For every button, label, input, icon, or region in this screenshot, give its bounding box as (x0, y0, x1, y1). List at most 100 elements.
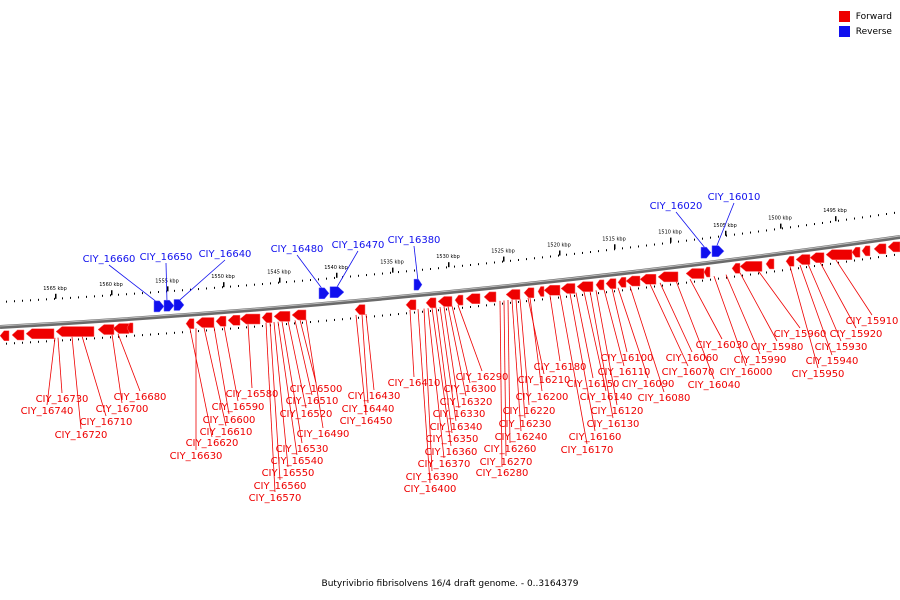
tick-minor-lower (870, 257, 871, 260)
tick-label: 1560 kbp (99, 282, 123, 288)
tick-minor-upper (262, 283, 263, 286)
forward-gene-arrow (523, 287, 535, 299)
tick-minor-upper (198, 288, 199, 291)
tick-major (448, 262, 450, 268)
tick-minor-upper (470, 263, 471, 266)
forward-gene-label: CIY_16520 (280, 409, 333, 420)
forward-gene-label: CIY_16180 (534, 362, 587, 373)
tick-minor-upper (694, 238, 695, 241)
leader-line (71, 336, 82, 430)
leader-line (273, 322, 289, 468)
genome-backbone (0, 235, 900, 329)
reverse-gene-arrow (711, 245, 725, 257)
tick-minor-upper (766, 229, 767, 232)
tick-minor-lower (38, 340, 39, 343)
tick-minor-lower (734, 275, 735, 278)
forward-gene-label: CIY_16090 (622, 379, 675, 390)
tick-minor-upper (110, 294, 111, 297)
tick-minor-upper (422, 268, 423, 271)
forward-gene-arrow (576, 281, 594, 292)
forward-gene-label: CIY_16570 (249, 493, 302, 504)
leader-line (247, 324, 253, 389)
tick-minor-upper (390, 271, 391, 274)
forward-gene-arrow (739, 261, 763, 272)
forward-gene-arrow (227, 315, 241, 326)
leader-line (807, 263, 842, 342)
leader-line (335, 250, 359, 289)
tick-minor-upper (510, 259, 511, 262)
forward-gene-label: CIY_16290 (456, 372, 509, 383)
forward-gene-label: CIY_16170 (561, 445, 614, 456)
tick-minor-lower (846, 260, 847, 263)
tick-minor-upper (14, 300, 15, 303)
leader-line (819, 262, 857, 329)
leader-line (365, 314, 375, 391)
tick-minor-lower (894, 253, 895, 256)
tick-minor-lower (646, 286, 647, 289)
tick-minor-lower (758, 272, 759, 275)
forward-gene-label: CIY_16110 (598, 367, 651, 378)
forward-gene-arrow (809, 252, 825, 263)
tick-minor-upper (862, 216, 863, 219)
tick-minor-upper (102, 294, 103, 297)
tick-major (559, 250, 561, 256)
tick-minor-lower (662, 284, 663, 287)
tick-minor-upper (878, 214, 879, 217)
tick-minor-lower (718, 277, 719, 280)
tick-minor-upper (582, 251, 583, 254)
forward-gene-label: CIY_16350 (426, 434, 479, 445)
leader-line (549, 295, 561, 362)
leader-line (447, 306, 467, 397)
forward-gene-label: CIY_16430 (348, 391, 401, 402)
tick-minor-upper (222, 286, 223, 289)
tick-minor-upper (750, 231, 751, 234)
tick-minor-upper (94, 295, 95, 298)
leader-line (515, 299, 526, 419)
leader-line (265, 322, 276, 493)
leader-lines (46, 202, 873, 493)
forward-gene-label: CIY_16710 (80, 417, 133, 428)
forward-gene-label: CIY_16040 (688, 380, 741, 391)
tick-minor-upper (302, 279, 303, 282)
tick-minor-lower (822, 263, 823, 266)
tick-minor-upper (894, 211, 895, 214)
leader-line (46, 337, 56, 406)
tick-label: 1530 kbp (436, 254, 460, 260)
leader-line (629, 286, 665, 393)
tick-minor-upper (606, 249, 607, 252)
tick-minor-upper (446, 266, 447, 269)
tick-minor-upper (718, 235, 719, 238)
tick-label: 1540 kbp (324, 265, 348, 271)
forward-gene-label: CIY_15950 (792, 369, 845, 380)
tick-major (614, 244, 616, 250)
reverse-gene-arrow (163, 299, 175, 312)
reverse-gene-label: CIY_16660 (83, 254, 136, 265)
figure-caption: Butyrivibrio fibrisolvens 16/4 draft gen… (321, 579, 579, 589)
forward-gene-label: CIY_16260 (484, 444, 537, 455)
forward-gene-arrow (273, 311, 291, 322)
tick-minor-upper (142, 292, 143, 295)
gene-arrows (0, 241, 900, 341)
tick-minor-lower (486, 304, 487, 307)
tick-minor-upper (870, 215, 871, 218)
tick-label: 1500 kbp (768, 216, 792, 222)
tick-minor-lower (534, 299, 535, 302)
leader-line (177, 259, 226, 302)
reverse-gene-arrow (318, 287, 330, 300)
forward-gene-arrow (261, 312, 273, 323)
tick-minor-upper (118, 293, 119, 296)
tick-minor-upper (334, 276, 335, 279)
leader-line (611, 288, 628, 353)
leader-line (423, 308, 433, 472)
reverse-gene-arrow (173, 299, 185, 311)
tick-minor-lower (454, 307, 455, 310)
tick-minor-upper (6, 300, 7, 303)
forward-gene-label: CIY_16160 (569, 432, 622, 443)
tick-minor-lower (174, 331, 175, 334)
tick-minor-upper (846, 218, 847, 221)
reverse-gene-arrow (329, 286, 345, 298)
tick-major (392, 267, 394, 273)
forward-gene-arrow (731, 263, 741, 274)
tick-minor-lower (398, 313, 399, 316)
tick-minor-lower (302, 321, 303, 324)
